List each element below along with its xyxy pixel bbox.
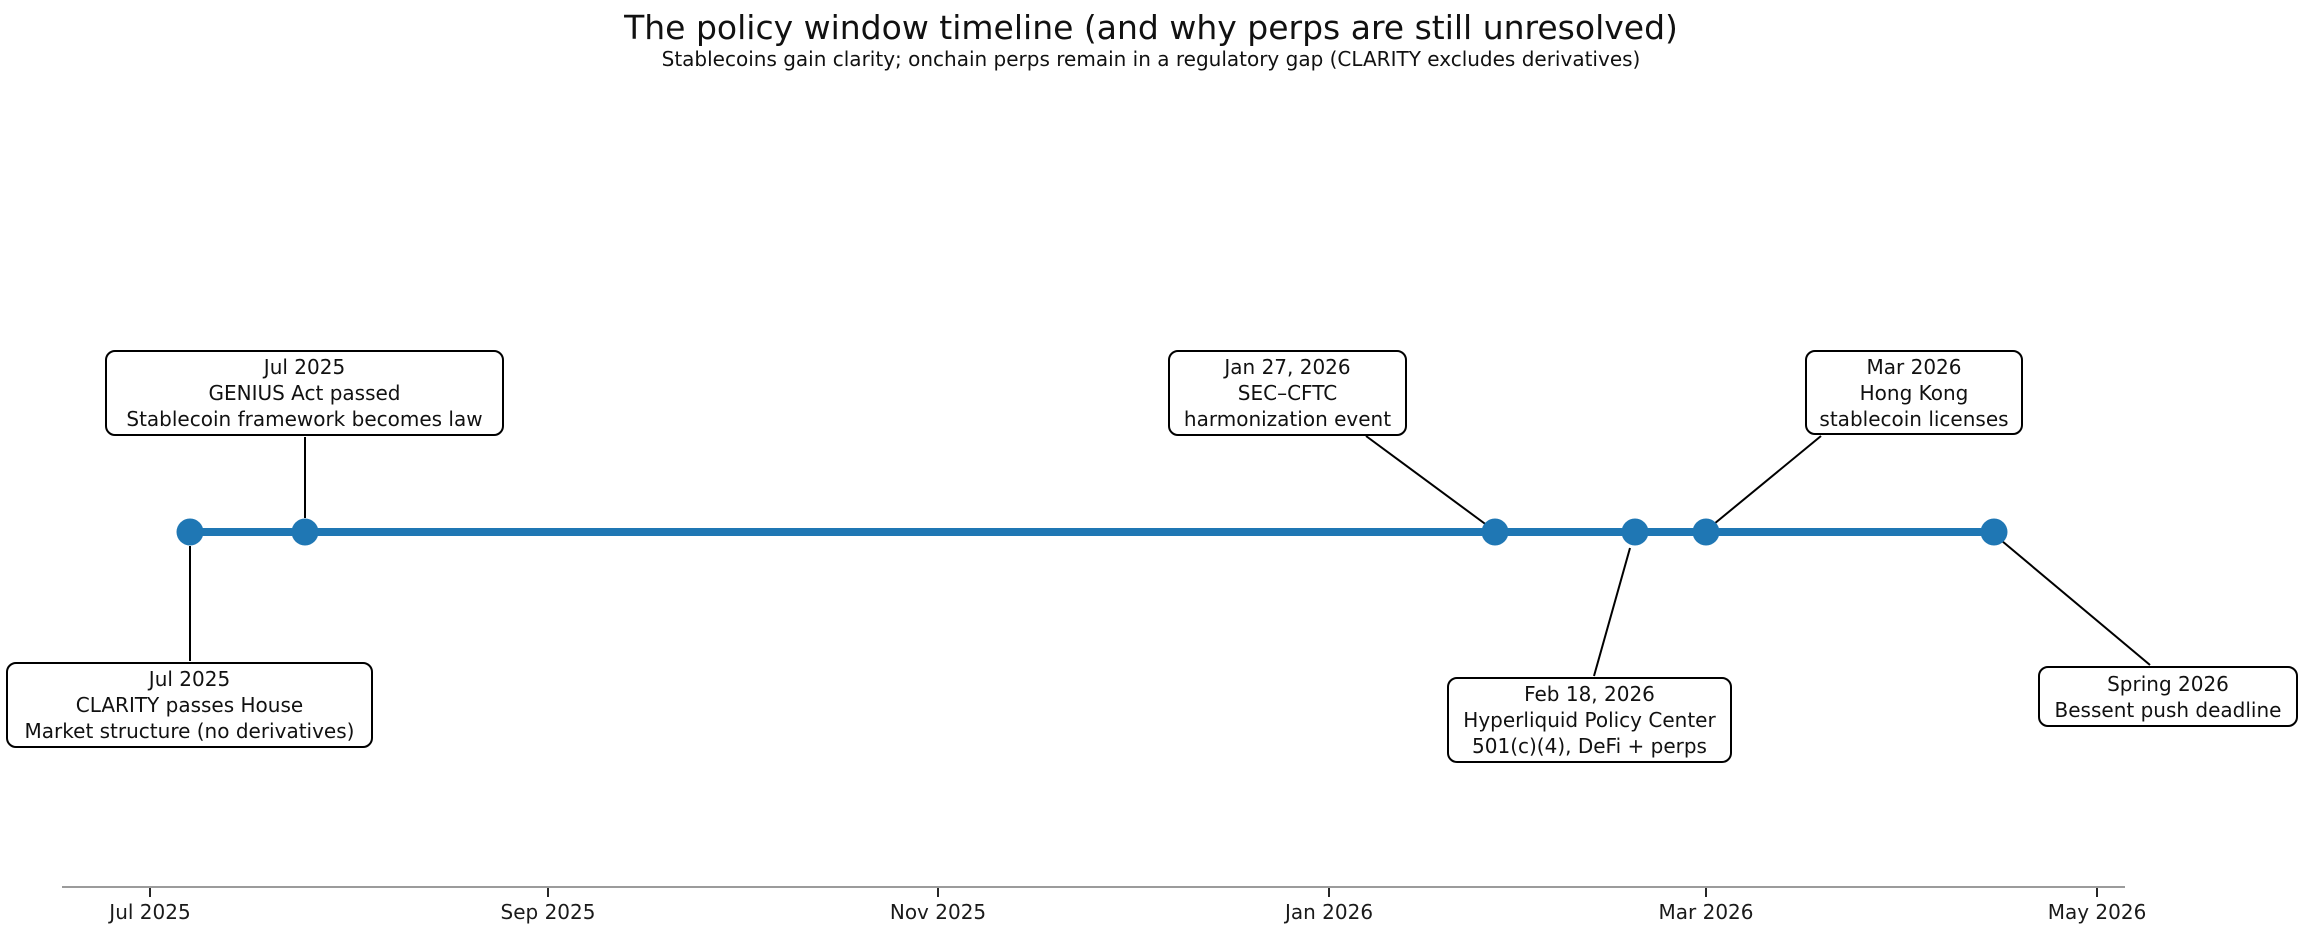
annotation-detail: stablecoin licenses (1819, 406, 2009, 431)
x-axis-tick (2096, 888, 2098, 897)
annotation-detail: Stablecoin framework becomes law (126, 407, 483, 431)
connector-line (2001, 540, 2151, 666)
x-axis-tick (1328, 888, 1330, 897)
connector-line (1593, 547, 1631, 677)
annotation-title: GENIUS Act passed (208, 381, 401, 405)
x-axis-tick-label: May 2026 (2047, 900, 2147, 924)
annotation-date: Feb 18, 2026 (1524, 682, 1655, 706)
x-axis-tick (547, 888, 549, 897)
annotation-date: Jul 2025 (263, 355, 346, 379)
x-axis-tick-label: Mar 2026 (1658, 900, 1754, 924)
annotation-detail: 501(c)(4), DeFi + perps (1472, 734, 1707, 758)
x-axis-tick-label: Nov 2025 (889, 900, 987, 924)
timeline-line (190, 528, 1994, 536)
annotation-title: Hong Kong (1859, 380, 1969, 405)
x-axis-tick-label: Jul 2025 (109, 900, 191, 924)
event-marker-genius (291, 518, 319, 546)
annotation-title: Hyperliquid Policy Center (1463, 708, 1716, 732)
event-marker-hyperliquid (1621, 518, 1649, 546)
event-marker-hong-kong (1692, 518, 1720, 546)
annotation-bessent: Spring 2026 Bessent push deadline (2038, 666, 2298, 727)
chart-subtitle: Stablecoins gain clarity; onchain perps … (661, 47, 1641, 71)
annotation-date: Jul 2025 (148, 667, 231, 691)
annotation-title: CLARITY passes House (75, 693, 304, 717)
event-marker-sec-cftc (1481, 518, 1509, 546)
x-axis-tick-label: Sep 2025 (500, 900, 596, 924)
x-axis-tick (1705, 888, 1707, 897)
annotation-hyperliquid: Feb 18, 2026 Hyperliquid Policy Center 5… (1447, 677, 1732, 763)
x-axis-tick (937, 888, 939, 897)
x-axis-tick (149, 888, 151, 897)
event-marker-bessent (1980, 518, 2008, 546)
x-axis-line (62, 886, 2125, 888)
chart-title: The policy window timeline (and why perp… (624, 8, 1678, 47)
annotation-detail: Market structure (no derivatives) (24, 719, 355, 743)
x-axis-tick-label: Jan 2026 (1284, 900, 1374, 924)
annotation-date: Mar 2026 (1866, 354, 1962, 379)
annotation-sec-cftc: Jan 27, 2026 SEC–CFTC harmonization even… (1168, 350, 1407, 436)
annotation-date: Spring 2026 (2107, 671, 2229, 696)
annotation-genius-act: Jul 2025 GENIUS Act passed Stablecoin fr… (105, 350, 504, 436)
event-marker-clarity (176, 518, 204, 546)
connector-line (1713, 435, 1822, 525)
annotation-detail: harmonization event (1183, 407, 1392, 431)
annotation-clarity-house: Jul 2025 CLARITY passes House Market str… (6, 662, 373, 748)
annotation-hong-kong: Mar 2026 Hong Kong stablecoin licenses (1805, 350, 2023, 435)
annotation-title: SEC–CFTC (1237, 381, 1338, 405)
connector-line (1365, 435, 1489, 527)
annotation-title: Bessent push deadline (2054, 697, 2282, 722)
annotation-date: Jan 27, 2026 (1224, 355, 1351, 379)
